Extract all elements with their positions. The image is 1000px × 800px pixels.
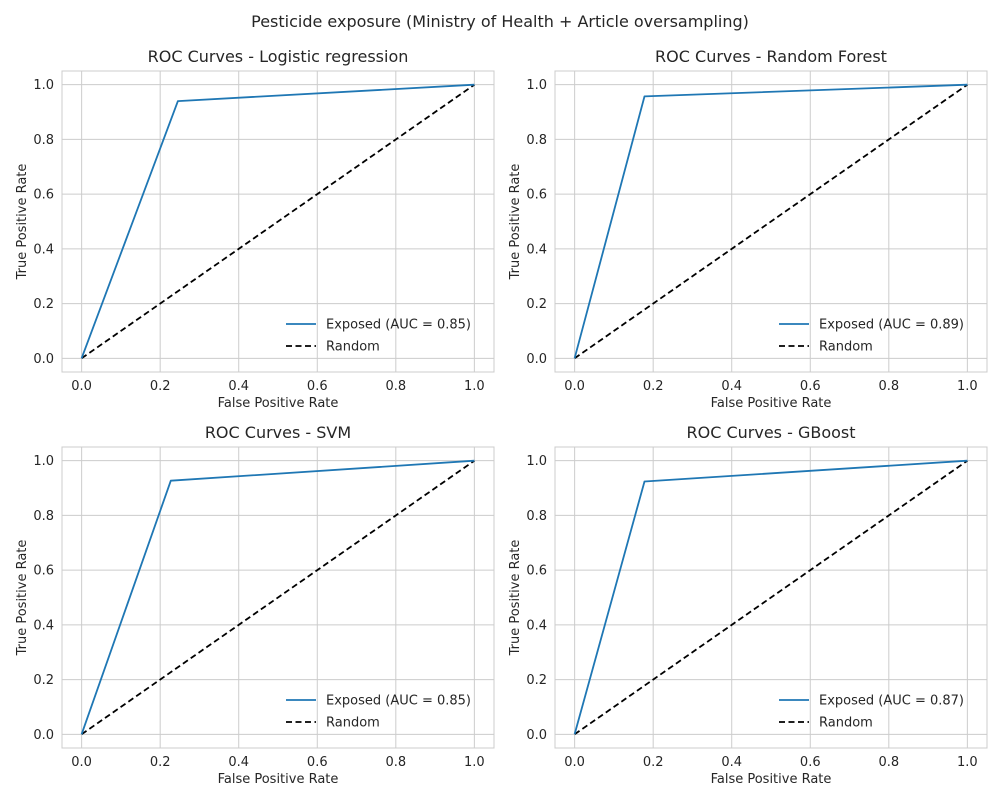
x-tick-label: 0.8	[878, 755, 899, 770]
y-tick-label: 0.4	[526, 242, 547, 257]
x-tick-label: 0.4	[721, 379, 742, 394]
legend-entry: Exposed (AUC = 0.85)	[326, 694, 471, 709]
y-axis-label: True Positive Rate	[15, 164, 30, 281]
y-tick-label: 1.0	[33, 78, 54, 93]
x-tick-label: 0.4	[228, 755, 249, 770]
x-tick-label: 0.2	[643, 379, 664, 394]
x-axis-label: False Positive Rate	[711, 396, 832, 411]
roc-panel-logistic-regression: ROC Curves - Logistic regression 0.0 0.2 0.…	[15, 47, 495, 411]
x-axis-label: False Positive Rate	[218, 772, 339, 787]
legend-entry: Exposed (AUC = 0.89)	[819, 318, 964, 333]
y-axis-label: True Positive Rate	[508, 164, 523, 281]
x-tick-label: 0.0	[564, 379, 585, 394]
legend-entry: Random	[819, 716, 873, 731]
x-tick-label: 0.2	[150, 379, 171, 394]
y-tick-label: 0.2	[526, 673, 547, 688]
y-tick-label: 0.4	[33, 618, 54, 633]
legend-entry: Exposed (AUC = 0.85)	[326, 318, 471, 333]
x-tick-label: 0.6	[800, 379, 821, 394]
y-tick-label: 1.0	[526, 78, 547, 93]
figure-suptitle: Pesticide exposure (Ministry of Health +…	[251, 12, 749, 31]
y-tick-label: 0.0	[526, 352, 547, 367]
y-tick-label: 0.8	[33, 133, 54, 148]
x-tick-label: 0.8	[385, 379, 406, 394]
legend-entry: Random	[326, 340, 380, 355]
legend-entry: Random	[819, 340, 873, 355]
x-tick-label: 0.8	[385, 755, 406, 770]
y-tick-label: 0.0	[33, 352, 54, 367]
legend-entry: Random	[326, 716, 380, 731]
x-tick-label: 1.0	[464, 379, 485, 394]
y-axis-label: True Positive Rate	[15, 540, 30, 657]
panel-title: ROC Curves - GBoost	[686, 423, 855, 442]
y-axis-label: True Positive Rate	[508, 540, 523, 657]
axes-frame	[61, 446, 495, 749]
y-tick-label: 0.8	[526, 133, 547, 148]
x-tick-label: 0.0	[564, 755, 585, 770]
y-tick-label: 0.4	[33, 242, 54, 257]
x-axis-label: False Positive Rate	[218, 396, 339, 411]
x-tick-label: 0.6	[800, 755, 821, 770]
y-tick-label: 1.0	[526, 454, 547, 469]
roc-curve-line	[80, 83, 475, 359]
y-tick-label: 0.2	[526, 297, 547, 312]
x-tick-label: 0.6	[307, 755, 328, 770]
roc-panel-random-forest: ROC Curves - Random Forest 0.0 0.2 0.4 0.6 0.…	[508, 47, 988, 411]
y-tick-label: 0.2	[33, 673, 54, 688]
roc-panel-gboost: ROC Curves - GBoost 0.0 0.2 0.4 0.6 0.8 1.0 0.0…	[508, 423, 988, 787]
y-tick-label: 0.2	[33, 297, 54, 312]
random-baseline-line	[81, 83, 475, 360]
roc-panel-svm: ROC Curves - SVM 0.0 0.2 0.4 0.6 0.8 1.0 0.0 0.2…	[15, 423, 495, 787]
random-baseline-line	[81, 459, 475, 736]
x-tick-label: 0.8	[878, 379, 899, 394]
x-tick-label: 0.4	[721, 755, 742, 770]
panel-title: ROC Curves - Logistic regression	[148, 47, 409, 66]
axes-frame	[554, 70, 988, 373]
x-axis-label: False Positive Rate	[711, 772, 832, 787]
y-tick-label: 0.8	[526, 509, 547, 524]
y-tick-label: 0.6	[526, 188, 547, 203]
y-tick-label: 0.8	[33, 509, 54, 524]
y-tick-label: 0.6	[33, 188, 54, 203]
panel-title: ROC Curves - SVM	[205, 423, 351, 442]
panel-title: ROC Curves - Random Forest	[655, 47, 887, 66]
random-baseline-line	[574, 459, 968, 736]
x-tick-label: 0.2	[643, 755, 664, 770]
y-tick-label: 1.0	[33, 454, 54, 469]
y-tick-label: 0.6	[33, 564, 54, 579]
y-tick-label: 0.4	[526, 618, 547, 633]
x-tick-label: 0.4	[228, 379, 249, 394]
random-baseline-line	[574, 83, 968, 360]
x-tick-label: 0.0	[71, 755, 92, 770]
x-tick-label: 0.0	[71, 379, 92, 394]
roc-curve-line	[573, 459, 968, 735]
roc-curve-line	[573, 83, 968, 359]
axes-frame	[61, 70, 495, 373]
x-tick-label: 1.0	[464, 755, 485, 770]
y-tick-label: 0.6	[526, 564, 547, 579]
x-tick-label: 1.0	[957, 379, 978, 394]
x-tick-label: 1.0	[957, 755, 978, 770]
x-tick-label: 0.6	[307, 379, 328, 394]
x-tick-label: 0.2	[150, 755, 171, 770]
y-tick-label: 0.0	[526, 728, 547, 743]
y-tick-label: 0.0	[33, 728, 54, 743]
roc-curve-line	[80, 459, 475, 735]
axes-frame	[554, 446, 988, 749]
legend-entry: Exposed (AUC = 0.87)	[819, 694, 964, 709]
